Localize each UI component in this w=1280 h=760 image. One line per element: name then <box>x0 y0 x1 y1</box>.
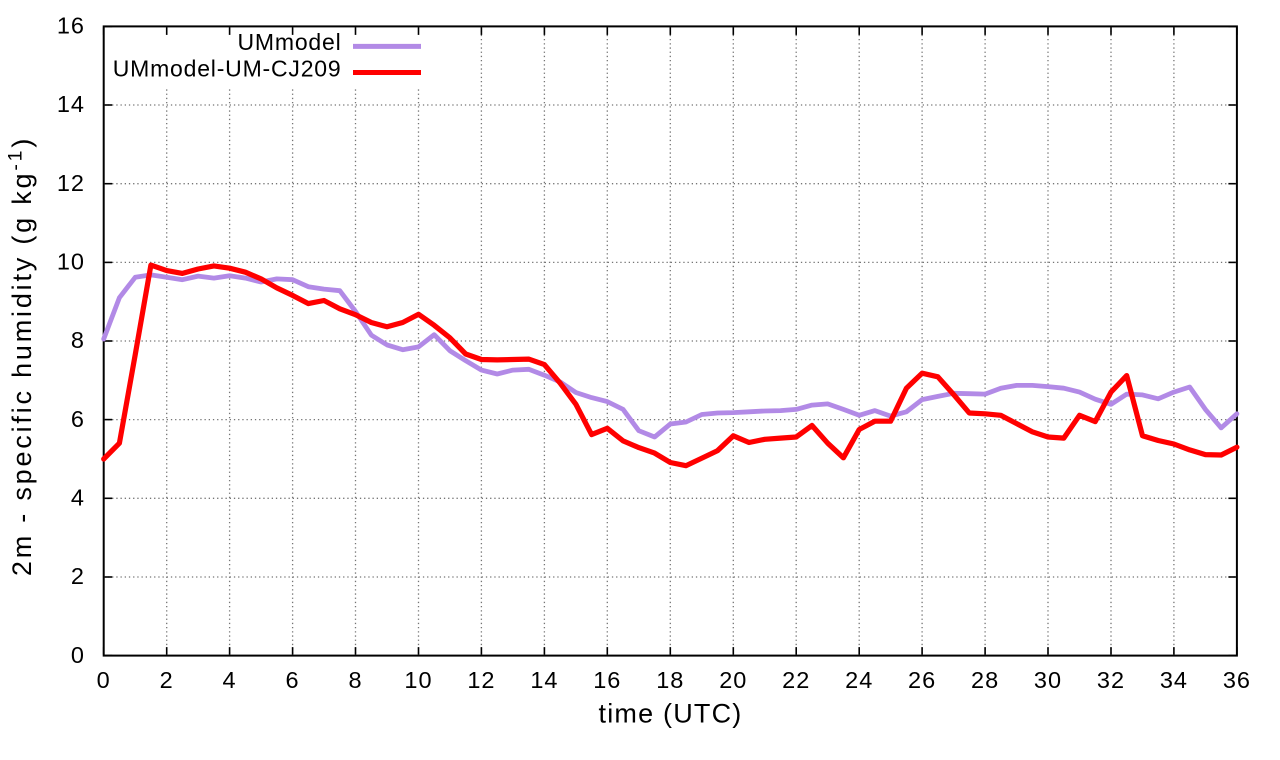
svg-text:24: 24 <box>845 667 873 693</box>
svg-text:16: 16 <box>593 667 621 693</box>
svg-text:6: 6 <box>71 406 85 432</box>
svg-text:36: 36 <box>1223 667 1251 693</box>
svg-text:4: 4 <box>223 667 237 693</box>
svg-text:0: 0 <box>97 667 111 693</box>
svg-text:14: 14 <box>530 667 558 693</box>
svg-text:6: 6 <box>286 667 300 693</box>
svg-text:28: 28 <box>971 667 999 693</box>
svg-text:2: 2 <box>71 563 85 589</box>
svg-text:2m - specific humidity (g kg-1: 2m - specific humidity (g kg-1) <box>5 136 38 576</box>
svg-text:12: 12 <box>467 667 495 693</box>
svg-text:8: 8 <box>348 667 362 693</box>
svg-text:14: 14 <box>57 91 85 117</box>
svg-text:4: 4 <box>71 485 85 511</box>
svg-text:30: 30 <box>1034 667 1062 693</box>
svg-text:2: 2 <box>160 667 174 693</box>
svg-text:18: 18 <box>656 667 684 693</box>
svg-text:20: 20 <box>719 667 747 693</box>
svg-text:16: 16 <box>57 13 85 39</box>
svg-text:UMmodel-UM-CJ209: UMmodel-UM-CJ209 <box>113 55 342 81</box>
svg-text:10: 10 <box>404 667 432 693</box>
svg-text:10: 10 <box>57 249 85 275</box>
svg-text:UMmodel: UMmodel <box>237 29 341 55</box>
svg-text:12: 12 <box>57 170 85 196</box>
svg-text:32: 32 <box>1097 667 1125 693</box>
svg-text:8: 8 <box>71 327 85 353</box>
svg-text:0: 0 <box>71 642 85 668</box>
svg-text:26: 26 <box>908 667 936 693</box>
svg-text:22: 22 <box>782 667 810 693</box>
svg-text:34: 34 <box>1160 667 1188 693</box>
svg-text:time (UTC): time (UTC) <box>599 699 743 729</box>
